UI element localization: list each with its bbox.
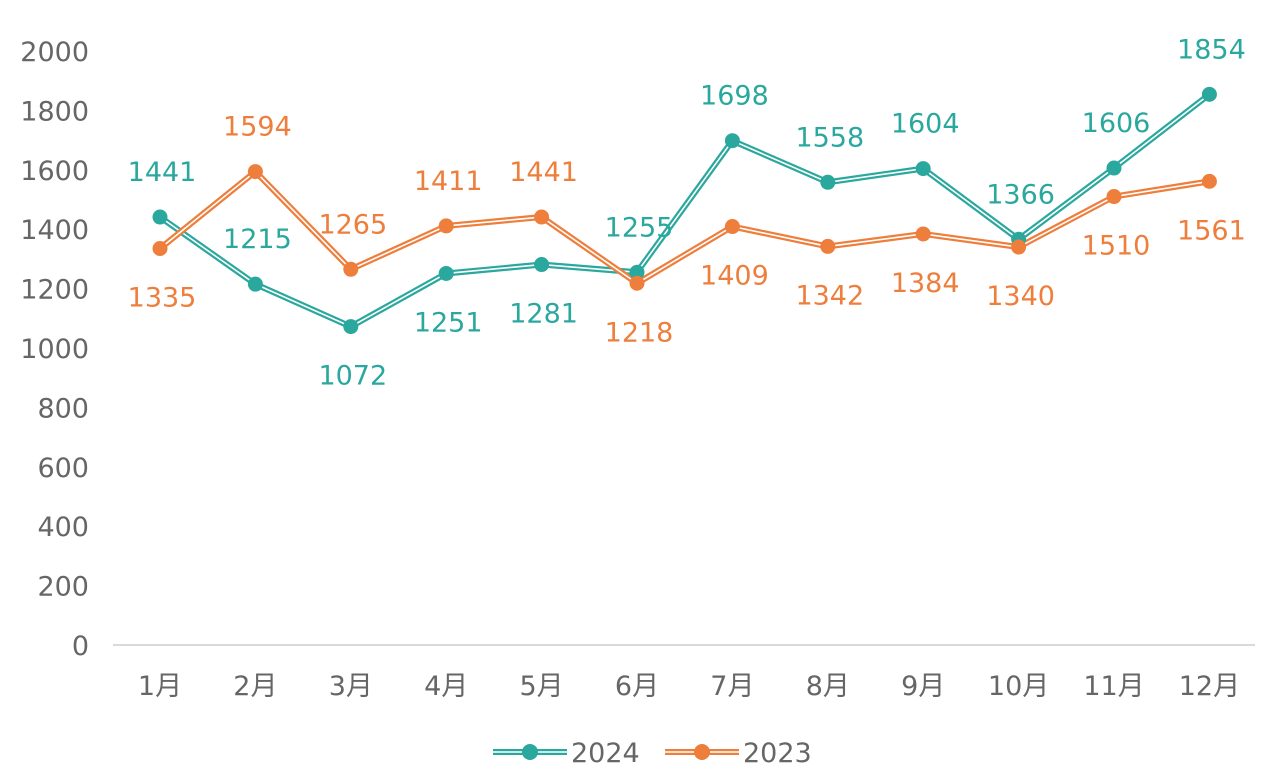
data-label-2023: 1411 [414,166,483,197]
data-point-2024 [438,265,454,281]
data-point-2023 [1011,239,1027,255]
y-tick-label: 800 [37,393,89,424]
data-label-2024: 1698 [700,81,769,112]
x-tick-label: 8月 [806,671,850,702]
x-tick-label: 1月 [138,671,182,702]
x-tick-label: 11月 [1083,671,1144,702]
data-point-2023 [247,164,263,180]
data-label-2023: 1594 [223,112,292,143]
data-label-2024: 1606 [1082,108,1151,139]
data-label-2024: 1558 [795,122,864,153]
data-point-2023 [343,261,359,277]
data-label-2023: 1340 [986,281,1055,312]
data-label-2024: 1604 [891,109,960,140]
legend-label-2023: 2023 [743,738,812,769]
data-label-2024: 1854 [1177,34,1246,65]
data-label-2024: 1281 [509,299,578,330]
data-point-2024 [343,319,359,335]
data-point-2024 [724,133,740,149]
data-point-2023 [629,275,645,291]
data-label-2023: 1335 [128,283,197,314]
data-point-2024 [629,264,645,280]
data-label-2024: 1441 [128,157,197,188]
data-label-2024: 1072 [318,361,387,392]
data-label-2023: 1384 [891,268,960,299]
y-tick-label: 2000 [20,37,89,68]
data-label-2023: 1342 [795,280,864,311]
legend-marker-2024 [522,744,538,760]
data-point-2024 [1201,86,1217,102]
data-point-2024 [152,209,168,225]
x-tick-label: 5月 [520,671,564,702]
x-tick-label: 4月 [424,671,468,702]
data-label-2023: 1510 [1082,231,1151,262]
data-point-2023 [820,238,836,254]
data-point-2023 [438,218,454,234]
y-tick-label: 1800 [20,96,89,127]
data-point-2023 [534,209,550,225]
y-tick-label: 400 [37,512,89,543]
legend-label-2024: 2024 [571,738,640,769]
legend-marker-2023 [694,744,710,760]
series-line-core-2024 [159,93,1210,328]
data-label-2023: 1441 [509,157,578,188]
data-point-2024 [247,276,263,292]
data-point-2023 [915,226,931,242]
x-tick-label: 2月 [233,671,277,702]
x-tick-label: 7月 [710,671,754,702]
y-tick-label: 200 [37,572,89,603]
x-axis: 1月 2月 3月 4月 5月 6月 7月 8月 9月 10月 11月 12月 [113,644,1255,702]
x-tick-label: 6月 [615,671,659,702]
data-point-2024 [534,257,550,273]
data-label-2024: 1251 [414,307,483,338]
y-axis: 0 200 400 600 800 1000 1200 1400 1600 1800 2000 [20,37,89,662]
series-line-core-2023 [159,170,1210,285]
data-point-2023 [1201,173,1217,189]
y-tick-label: 600 [37,453,89,484]
data-point-2023 [724,219,740,235]
data-point-2023 [1106,189,1122,205]
y-tick-label: 1400 [20,215,89,246]
data-point-2024 [820,174,836,190]
y-tick-label: 1000 [20,334,89,365]
data-label-2023: 1265 [318,209,387,240]
data-point-2024 [915,161,931,177]
y-tick-label: 0 [72,631,89,662]
x-tick-label: 12月 [1179,671,1240,702]
data-point-2024 [1106,160,1122,176]
data-label-layer: 1441 1215 1072 1251 1281 1255 1698 1558 1604 1366… [128,34,1246,391]
series-layer [152,86,1217,335]
y-tick-label: 1200 [20,275,89,306]
data-point-2023 [152,241,168,257]
x-tick-label: 9月 [901,671,945,702]
legend: 2024 2023 [493,738,812,769]
data-label-2023: 1561 [1177,215,1246,246]
data-label-2023: 1409 [700,261,769,292]
y-tick-label: 1600 [20,156,89,187]
data-label-2024: 1366 [986,179,1055,210]
x-tick-label: 3月 [329,671,373,702]
data-label-2024: 1215 [223,224,292,255]
data-label-2024: 1255 [605,212,674,243]
data-label-2023: 1218 [605,317,674,348]
x-tick-label: 10月 [988,671,1049,702]
